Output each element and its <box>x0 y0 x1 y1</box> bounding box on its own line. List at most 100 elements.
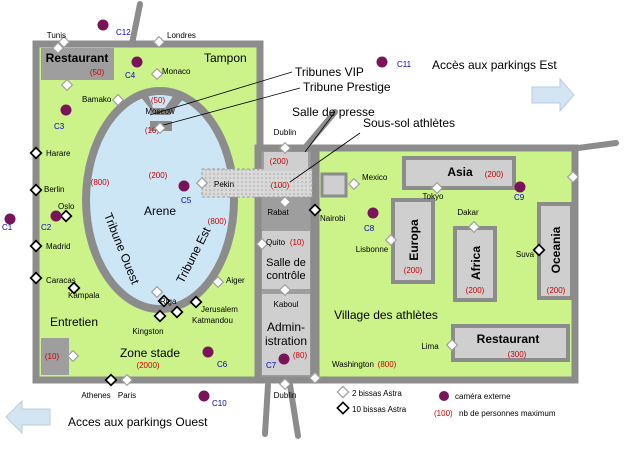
gate-harare-label: Harare <box>46 149 71 158</box>
restaurant-nw-label: Restaurant <box>46 51 109 65</box>
gate-berlin-label: Berlin <box>44 185 64 194</box>
tribunes-vip-callout: Tribunes VIP <box>295 65 364 79</box>
africa-label: Africa <box>469 246 483 280</box>
gate-madrid-marker <box>29 239 43 253</box>
gate-dublin-n-marker <box>278 141 292 155</box>
gate-athenes-marker <box>104 373 118 387</box>
gate-dakar-label: Dakar <box>457 208 479 217</box>
restaurant-nw-capacity: (50) <box>90 68 105 77</box>
camera-c12-label: C12 <box>116 28 131 37</box>
gate-madrid-label: Madrid <box>46 242 70 251</box>
parking-ouest-label: Acces aux parkings Ouest <box>68 415 208 429</box>
gate-dublin-s-marker <box>278 377 292 391</box>
access-roads <box>129 1 619 439</box>
legend-bissas10-symbol <box>336 401 350 415</box>
camera-c11-label: C11 <box>397 60 412 69</box>
europa-capacity: (200) <box>404 266 423 275</box>
parking-est-arrow <box>531 77 575 113</box>
gate-kaboul-label: Kaboul <box>274 300 299 309</box>
camera-c10-label: C10 <box>212 399 227 408</box>
gate-stade-s-marker <box>66 349 80 363</box>
admin-label-line1: Admin- <box>267 320 305 334</box>
controle-room <box>262 231 310 289</box>
gate-tunis-marker <box>57 35 71 49</box>
gate-quito-label: Quito <box>266 238 286 247</box>
gate-dakar-marker <box>467 220 481 234</box>
camera-c6-marker <box>202 346 214 358</box>
gate-berlin-marker <box>29 183 43 197</box>
gate-dublin-s-label: Dublin <box>274 391 297 400</box>
camera-c5-label: C5 <box>181 196 192 205</box>
gate-bamako-marker <box>111 93 125 107</box>
legend-bissas2-text: 2 bissas Astra <box>352 389 402 398</box>
village-label: Village des athlètes <box>334 308 438 322</box>
legend-capacity-sample: (100) <box>434 409 453 418</box>
prestige-capacity: (10) <box>145 126 160 135</box>
camera-c2-marker <box>50 210 62 222</box>
entretien-capacity: (10) <box>45 352 60 361</box>
controle-label-line2: contrôle <box>266 270 305 282</box>
gate-washington-label: Washington <box>332 360 374 369</box>
africa-capacity: (200) <box>466 286 485 295</box>
gate-rabat-label: Rabat <box>267 208 289 217</box>
parking-est-label: Accès aux parkings Est <box>432 58 557 72</box>
vip-tribune-wedge <box>140 92 184 115</box>
pekin-label: Pekin <box>214 180 234 189</box>
tribune-prestige-callout: Tribune Prestige <box>303 80 391 94</box>
admin-capacity: (80) <box>293 351 308 360</box>
gate-mexico-marker <box>347 177 361 191</box>
gates-layer: Tunis Londres Monaco Bamako Moscow Harare Berl… <box>29 31 580 400</box>
gate-caracas-marker <box>29 271 43 285</box>
admin-label-line2: istration <box>265 334 307 348</box>
gate-lisbonne-marker <box>384 233 398 247</box>
gate-riga-marker <box>157 294 171 308</box>
gate-suva-marker <box>532 243 546 257</box>
presse-room <box>264 152 308 171</box>
entretien-label: Entretien <box>50 315 98 329</box>
tribune-est-capacity: (800) <box>208 217 227 226</box>
camera-c5-marker <box>178 180 190 192</box>
entretien-building <box>41 338 69 375</box>
gate-oslo-marker <box>59 209 73 223</box>
legend-capacity-text: nb de personnes maximum <box>459 409 556 418</box>
camera-c7-marker <box>278 353 290 365</box>
restaurant-se-capacity: (300) <box>508 350 527 359</box>
vip-capacity: (50) <box>151 96 166 105</box>
legend-camera-symbol <box>439 391 449 401</box>
arena-capacity: (200) <box>149 171 168 180</box>
controle-label-line1: Salle de <box>266 257 306 269</box>
africa-building <box>453 226 497 302</box>
gate-nairobi-marker <box>308 203 322 217</box>
gate-oslo-label: Oslo <box>58 202 75 211</box>
asia-label: Asia <box>447 165 473 179</box>
callouts <box>149 71 361 183</box>
asia-building <box>402 156 516 190</box>
gate-quito-marker <box>255 237 269 251</box>
gate-tampon-nw-marker <box>51 41 65 55</box>
legend-bissas2-symbol <box>336 385 350 399</box>
legend-camera-text: caméra externe <box>455 392 511 401</box>
gate-washington-marker <box>308 371 322 385</box>
arena-floor <box>90 95 230 305</box>
presse-capacity: (200) <box>270 157 289 166</box>
village-capacity: (800) <box>378 360 397 369</box>
asia-capacity: (200) <box>485 170 504 179</box>
gate-ring-sw-marker <box>150 285 164 299</box>
gate-harare-marker <box>29 146 43 160</box>
gate-nairobi-label: Nairobi <box>320 214 346 223</box>
camera-c1-label: C1 <box>2 223 13 232</box>
camera-c2-label: C2 <box>41 223 52 232</box>
restaurant-nw-building <box>41 48 114 80</box>
tribune-ouest-capacity: (800) <box>91 178 110 187</box>
mexico-building <box>320 172 348 198</box>
camera-c9-marker <box>514 181 526 193</box>
gate-pekin-marker <box>195 176 209 190</box>
gate-kingston-label: Kingston <box>132 327 163 336</box>
gate-aiger-marker <box>211 275 225 289</box>
gate-lisbonne-label: Lisbonne <box>356 245 389 254</box>
gate-tokyo-marker <box>430 181 444 195</box>
gate-lima-marker <box>445 338 459 352</box>
gate-moscow-marker <box>153 121 167 135</box>
gate-mexico-label: Mexico <box>362 173 388 182</box>
